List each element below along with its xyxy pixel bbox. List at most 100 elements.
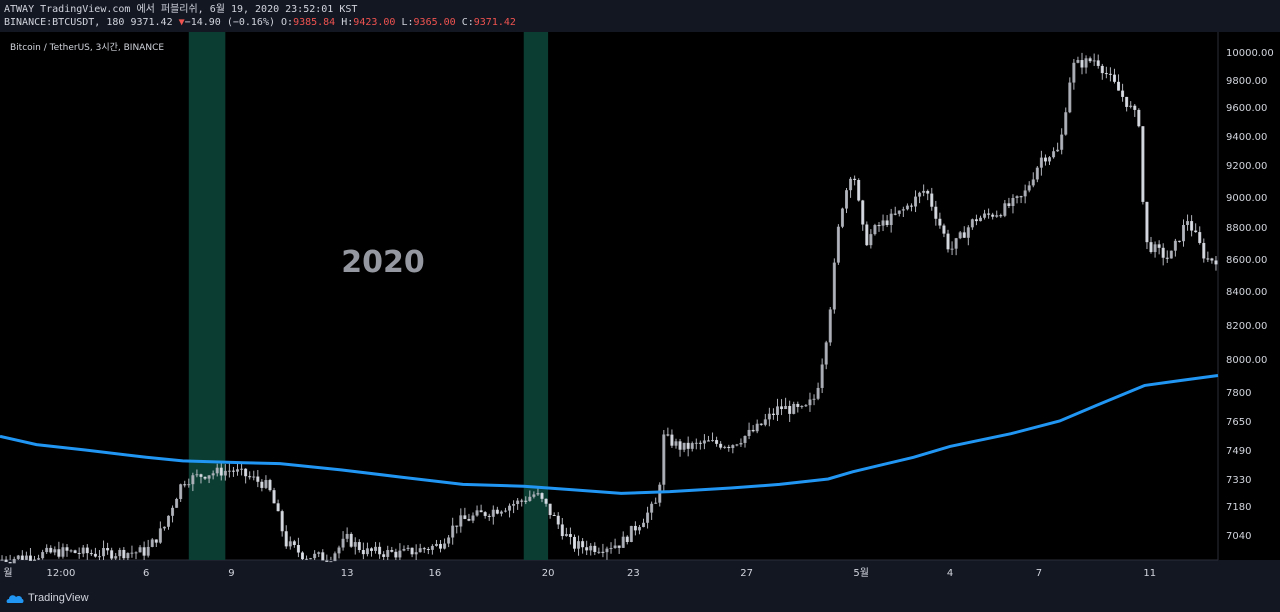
candle [443,538,447,550]
candle [49,545,53,554]
candle [1007,197,1011,209]
candle [629,525,633,543]
candle [800,405,804,409]
candle [1129,101,1133,109]
time-tick-label: 13 [341,568,354,579]
candle [499,510,503,517]
time-tick-label: 23 [627,568,640,579]
candle [926,189,930,201]
last-price: 9371.42 [130,17,173,28]
tradingview-logo[interactable]: TradingView [6,592,89,604]
candle [909,203,913,212]
candle [264,475,268,490]
candle [276,499,280,512]
candle [1056,142,1060,152]
candle [995,210,999,218]
candle [471,512,475,524]
candle [1003,200,1007,218]
price-axis[interactable] [1218,32,1280,560]
candle [804,404,808,408]
candle [288,536,292,550]
candle [914,190,918,213]
candle [8,554,12,564]
candle [974,214,978,226]
candle [118,547,122,560]
candle [231,466,235,477]
candle [1011,194,1015,214]
candle [219,460,223,481]
candle [666,427,670,437]
candle [191,472,195,492]
candle [309,557,313,560]
candle [4,556,8,562]
candle [711,432,715,442]
highlight-band-1 [188,32,226,560]
symbol-label: BINANCE:BTCUSDT, 180 [4,17,125,28]
candle [922,184,926,197]
candle [597,547,601,554]
candle [1068,77,1072,114]
candle [901,206,905,217]
candle [459,508,463,533]
candle [349,532,353,548]
candle [195,469,199,478]
candle [544,498,548,507]
tradingview-cloud-icon [6,594,24,603]
low-label: L: [401,17,414,28]
candle [166,515,170,530]
price-tick-label: 7330 [1226,475,1251,486]
candle [0,555,4,561]
candle [654,497,658,504]
footer-bar: TradingView [0,586,1280,612]
price-chart[interactable]: 7040 7180 7330 7490 7650 7800 8000.00 8200.00 84… [0,32,1280,582]
candle [585,540,589,556]
candle [1084,55,1088,74]
candle [938,212,942,229]
candle [670,429,674,448]
candle [1173,238,1177,257]
candle [1072,58,1076,90]
price-tick-label: 8600.00 [1226,255,1267,266]
open-label: O: [281,17,294,28]
candle [861,199,865,231]
chart-area[interactable]: 7040 7180 7330 7490 7650 7800 8000.00 8200.00 84… [0,32,1280,582]
candle [410,547,414,558]
candle [747,422,751,440]
candle [102,540,106,560]
candle [1177,240,1181,243]
candle [244,468,248,484]
price-tick-label: 10000.00 [1226,48,1274,59]
candle [337,545,341,559]
candle [1214,256,1218,271]
candle [434,539,438,547]
candle [601,543,605,558]
candle [1035,166,1039,183]
candle [552,512,556,517]
candle [1181,219,1185,247]
candle [877,222,881,232]
candle [378,542,382,559]
candle [16,554,20,560]
candle [345,527,349,543]
candle [869,229,873,249]
candle [81,544,85,558]
candle [767,407,771,427]
candle [759,423,763,426]
candle [53,546,57,556]
candle [642,518,646,528]
candle [418,543,422,553]
candle [414,544,418,560]
watermark-text: 2020 [341,245,425,280]
candle [447,535,451,548]
candle [694,438,698,450]
candle [690,441,694,452]
candle [593,542,597,556]
candle [365,542,369,557]
candle [1117,74,1121,91]
time-axis[interactable] [0,560,1280,582]
price-tick-label: 7180 [1226,502,1251,513]
time-tick-label: 5월 [853,567,869,579]
candle [540,492,544,503]
candle [1088,56,1092,63]
price-tick-label: 7800 [1226,388,1251,399]
